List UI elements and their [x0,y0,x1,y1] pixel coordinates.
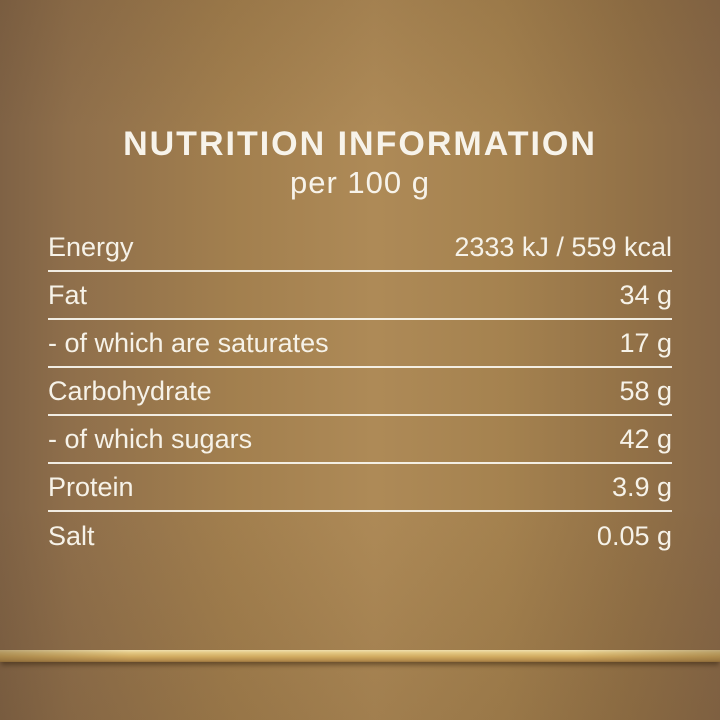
nutrient-value: 42 g [619,423,672,454]
nutrient-value: 58 g [619,375,672,406]
table-row-energy: Energy 2333 kJ / 559 kcal [48,224,672,272]
nutrient-value: 0.05 g [596,520,672,551]
table-row-saturates: - of which are saturates 17 g [48,320,672,368]
nutrient-value: 2333 kJ / 559 kcal [454,231,672,262]
nutrient-label: - of which sugars [48,423,253,454]
nutrient-label: Fat [48,279,88,310]
table-row-sugars: - of which sugars 42 g [48,416,672,464]
nutrition-header: NUTRITION INFORMATION per 100 g [0,124,720,202]
nutrient-value: 34 g [619,279,672,310]
nutrient-label: Protein [48,471,134,502]
page-title: NUTRITION INFORMATION [123,125,597,163]
table-row-salt: Salt 0.05 g [48,512,672,560]
table-row-carbohydrate: Carbohydrate 58 g [48,368,672,416]
gold-divider-bar [0,650,720,662]
serving-size-label: per 100 g [290,165,430,200]
nutrient-label: Energy [48,231,134,262]
nutrition-table: Energy 2333 kJ / 559 kcal Fat 34 g - of … [48,224,672,560]
nutrient-label: - of which are saturates [48,327,329,358]
nutrient-label: Salt [48,520,95,551]
nutrient-label: Carbohydrate [48,375,212,406]
table-row-protein: Protein 3.9 g [48,464,672,512]
table-row-fat: Fat 34 g [48,272,672,320]
nutrient-value: 17 g [619,327,672,358]
nutrient-value: 3.9 g [611,471,672,502]
